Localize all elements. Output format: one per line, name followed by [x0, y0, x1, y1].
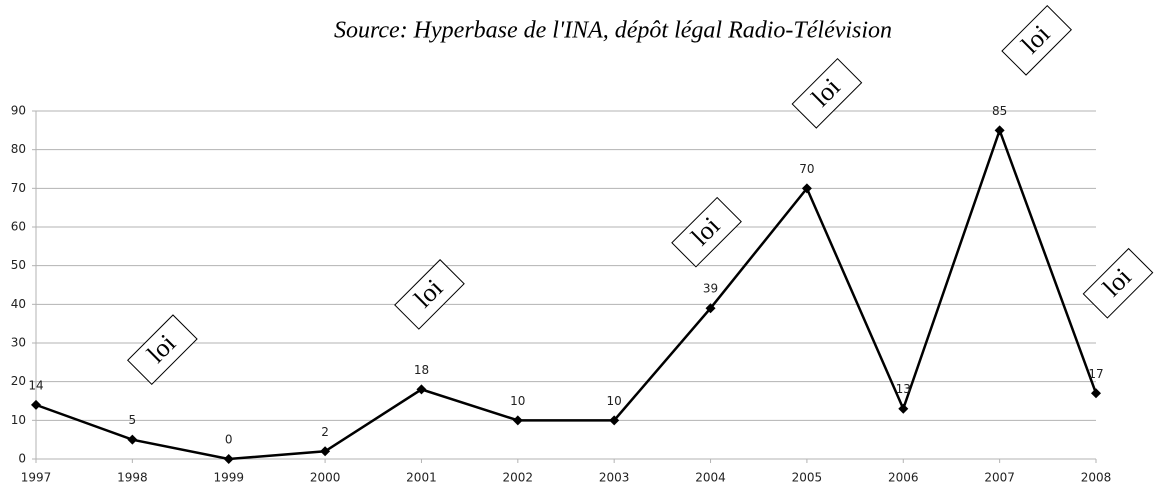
annotation-box: [671, 196, 742, 268]
marker: [705, 303, 716, 314]
x-tick-label: 2003: [599, 471, 630, 485]
x-tick-label: 2000: [310, 471, 341, 485]
annotation: loi: [671, 196, 742, 268]
x-tick-label: 2008: [1081, 471, 1112, 485]
annotation-box: [127, 314, 198, 386]
chart-title: Source: Hyperbase de l'INA, dépôt légal …: [334, 18, 892, 44]
y-tick-label: 70: [11, 181, 26, 195]
data-label: 14: [28, 378, 43, 392]
y-tick-label: 90: [11, 104, 26, 118]
marker: [898, 403, 909, 414]
x-tick-label: 2004: [695, 471, 726, 485]
marker: [223, 454, 234, 464]
data-label: 2: [321, 425, 329, 439]
data-label: 0: [225, 433, 233, 447]
annotation: loi: [791, 57, 863, 129]
annotation: loi: [394, 259, 465, 330]
x-tick-label: 2006: [888, 471, 919, 485]
data-label: 70: [799, 162, 814, 176]
marker: [31, 399, 41, 410]
x-tick-label: 2007: [984, 471, 1015, 485]
data-label: 5: [129, 413, 137, 427]
x-tick-label: 1997: [21, 471, 52, 485]
marker: [416, 384, 427, 395]
annotation-box: [1082, 247, 1154, 319]
data-label: 85: [992, 104, 1007, 118]
x-tick-label: 2005: [792, 471, 823, 485]
y-tick-label: 0: [18, 452, 26, 466]
x-tick-label: 1998: [117, 471, 148, 485]
data-label: 13: [896, 382, 911, 396]
data-label: 10: [510, 394, 525, 408]
data-label: 10: [607, 394, 622, 408]
annotation-box: [394, 259, 465, 330]
y-tick-label: 20: [11, 374, 26, 388]
marker: [801, 183, 812, 194]
y-tick-label: 50: [11, 258, 26, 272]
annotation: loi: [127, 314, 198, 386]
marker: [127, 434, 138, 445]
marker: [994, 125, 1005, 136]
marker: [320, 446, 331, 457]
y-tick-label: 80: [11, 142, 26, 156]
annotation-box: [791, 57, 863, 129]
x-tick-label: 2001: [406, 471, 437, 485]
data-line: [35, 126, 1098, 461]
annotation: loi: [1082, 247, 1154, 319]
x-tick-label: 1999: [213, 471, 244, 485]
y-tick-label: 40: [11, 297, 26, 311]
marker: [1091, 388, 1101, 399]
marker: [609, 415, 620, 426]
data-label: 39: [703, 282, 718, 296]
y-tick-label: 10: [11, 413, 26, 427]
x-tick-label: 2002: [503, 471, 534, 485]
annotation: loi: [1001, 4, 1072, 76]
annotation-box: [1001, 4, 1072, 76]
data-label: 18: [414, 363, 429, 377]
y-tick-label: 30: [11, 336, 26, 350]
marker: [512, 415, 523, 426]
data-label: 17: [1088, 367, 1103, 381]
y-tick-label: 60: [11, 220, 26, 234]
